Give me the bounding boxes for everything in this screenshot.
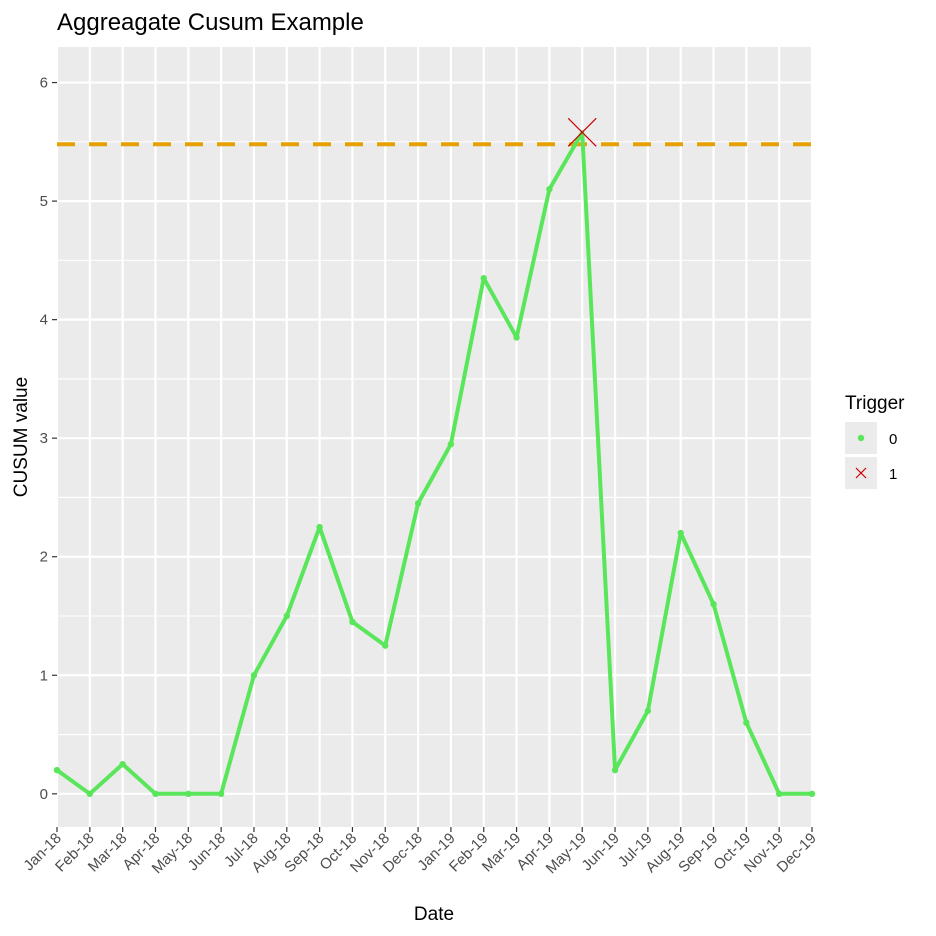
data-point xyxy=(611,766,619,774)
data-point xyxy=(447,440,455,448)
data-point xyxy=(382,642,389,649)
y-tick-label: 1 xyxy=(40,667,48,684)
data-point xyxy=(743,719,750,726)
trigger-marker xyxy=(567,117,597,147)
y-tick-label: 5 xyxy=(40,193,48,210)
legend-key-1-marker xyxy=(855,467,867,479)
data-point xyxy=(152,790,159,798)
data-point xyxy=(185,790,192,798)
x-axis: Jan-18Feb-18Mar-18Apr-18May-18Jun-18Jul-… xyxy=(20,827,820,877)
y-tick-label: 3 xyxy=(40,430,48,447)
grid-major xyxy=(55,47,814,827)
data-point xyxy=(480,274,487,282)
y-axis: 0 1 2 3 4 5 6 xyxy=(40,75,57,803)
y-tick-label: 6 xyxy=(40,75,48,92)
series-line-cusum xyxy=(55,130,812,796)
data-points xyxy=(53,117,816,798)
data-point xyxy=(316,523,323,531)
x-tick-label: Jun-19 xyxy=(578,830,622,874)
y-tick-label: 2 xyxy=(40,549,48,566)
legend-label-1: 1 xyxy=(889,466,897,483)
chart-title: Aggreagate Cusum Example xyxy=(57,9,364,36)
data-point xyxy=(414,500,422,507)
legend-label-0: 0 xyxy=(889,431,897,448)
data-point xyxy=(349,618,356,626)
plot-panel xyxy=(57,47,812,827)
y-axis-title: CUSUM value xyxy=(11,377,32,497)
legend-key-0-marker xyxy=(857,434,865,442)
y-tick-label: 4 xyxy=(40,312,48,329)
data-point xyxy=(217,790,225,798)
data-point xyxy=(677,529,684,537)
data-point xyxy=(86,790,94,798)
grid-minor xyxy=(57,141,812,736)
data-point xyxy=(53,766,61,774)
data-point xyxy=(546,186,553,193)
data-point xyxy=(808,790,816,798)
data-point xyxy=(283,612,290,620)
x-tick-label: Jun-18 xyxy=(184,830,228,874)
data-point xyxy=(710,600,717,608)
data-point xyxy=(644,707,652,715)
legend-title: Trigger xyxy=(845,393,905,414)
data-point xyxy=(119,760,126,768)
data-point xyxy=(775,790,783,798)
data-point xyxy=(513,334,520,341)
x-axis-title: Date xyxy=(414,904,454,925)
y-tick-label: 0 xyxy=(40,786,48,803)
data-point xyxy=(250,672,258,679)
legend: Trigger 0 1 xyxy=(845,393,905,489)
